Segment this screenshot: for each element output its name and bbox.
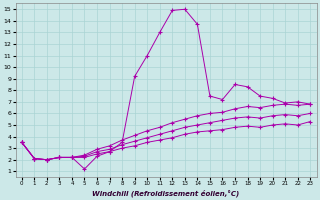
X-axis label: Windchill (Refroidissement éolien,°C): Windchill (Refroidissement éolien,°C) — [92, 189, 240, 197]
